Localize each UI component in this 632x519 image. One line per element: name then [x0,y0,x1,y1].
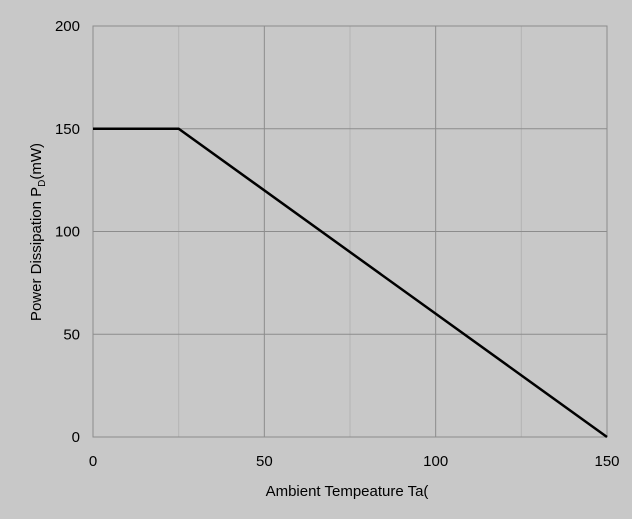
plot-frame [92,25,608,438]
y-tick-labels: 0 50 100 150 200 [55,18,80,446]
x-tick-label: 0 [89,453,97,470]
y-tick-label: 50 [63,326,80,343]
x-axis-label: Ambient Tempeature Ta( [266,483,429,500]
y-tick-label: 150 [55,121,80,138]
y-tick-label: 200 [55,18,80,35]
y-tick-label: 0 [72,429,80,446]
y-axis-label-tail: (mW) [28,143,45,180]
x-tick-label: 150 [594,453,619,470]
series-layer [93,127,608,439]
y-axis-label-subscript: D [37,180,48,187]
x-tick-label: 100 [423,453,448,470]
y-tick-label: 100 [55,224,80,241]
x-tick-labels: 0 50 100 150 [89,453,620,470]
y-axis-label-main: Power Dissipation P [28,187,45,321]
series-line [93,127,608,439]
y-axis-label: Power Dissipation PD(mW) [28,143,48,321]
x-tick-label: 50 [256,453,273,470]
